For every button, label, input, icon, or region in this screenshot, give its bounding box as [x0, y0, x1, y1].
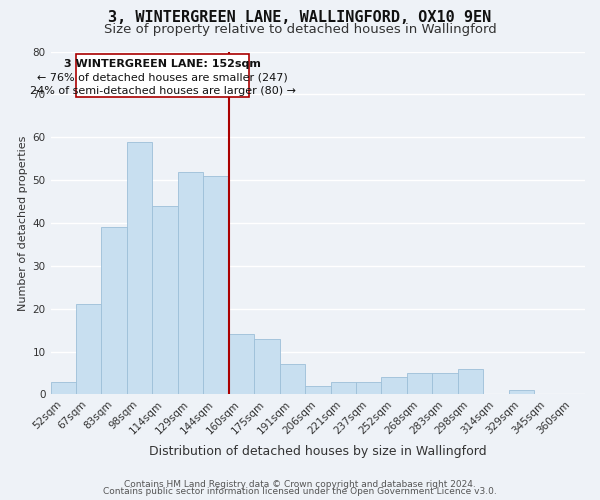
Bar	[331, 382, 356, 394]
Text: 3, WINTERGREEN LANE, WALLINGFORD, OX10 9EN: 3, WINTERGREEN LANE, WALLINGFORD, OX10 9…	[109, 10, 491, 25]
Text: ← 76% of detached houses are smaller (247): ← 76% of detached houses are smaller (24…	[37, 73, 288, 83]
Bar	[152, 206, 178, 394]
Bar	[356, 382, 382, 394]
Bar	[280, 364, 305, 394]
Text: Contains public sector information licensed under the Open Government Licence v3: Contains public sector information licen…	[103, 487, 497, 496]
X-axis label: Distribution of detached houses by size in Wallingford: Distribution of detached houses by size …	[149, 444, 487, 458]
Bar	[76, 304, 101, 394]
Bar	[305, 386, 331, 394]
Bar	[178, 172, 203, 394]
Bar	[407, 373, 433, 394]
Bar	[382, 378, 407, 394]
Y-axis label: Number of detached properties: Number of detached properties	[19, 136, 28, 310]
Bar	[458, 368, 483, 394]
Bar	[254, 338, 280, 394]
FancyBboxPatch shape	[76, 54, 249, 96]
Bar	[127, 142, 152, 394]
Bar	[101, 228, 127, 394]
Text: Size of property relative to detached houses in Wallingford: Size of property relative to detached ho…	[104, 22, 496, 36]
Text: 24% of semi-detached houses are larger (80) →: 24% of semi-detached houses are larger (…	[29, 86, 296, 96]
Text: 3 WINTERGREEN LANE: 152sqm: 3 WINTERGREEN LANE: 152sqm	[64, 59, 261, 69]
Bar	[50, 382, 76, 394]
Text: Contains HM Land Registry data © Crown copyright and database right 2024.: Contains HM Land Registry data © Crown c…	[124, 480, 476, 489]
Bar	[203, 176, 229, 394]
Bar	[433, 373, 458, 394]
Bar	[509, 390, 534, 394]
Bar	[229, 334, 254, 394]
